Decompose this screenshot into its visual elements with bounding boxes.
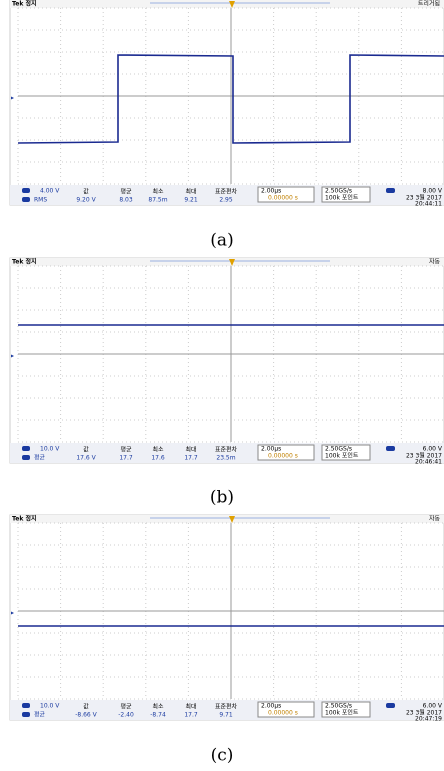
stat-value: 17.7: [119, 455, 133, 462]
meas-badge: [22, 197, 30, 202]
status: Tek 정지: [12, 258, 37, 266]
top-bar: [10, 0, 444, 8]
trigger-state: 트리거됨: [418, 0, 440, 8]
stat-header: 평균: [120, 446, 132, 454]
screen: [10, 258, 444, 463]
stat-header: 표준편차: [215, 703, 238, 711]
top-bar: [10, 258, 444, 266]
stat-header: 값: [83, 446, 89, 454]
meas-badge: [22, 455, 30, 460]
ground-marker: ▸: [11, 353, 14, 360]
ch-badge: [22, 703, 30, 708]
stat-value: 2.95: [219, 197, 233, 204]
status: Tek 정지: [12, 515, 37, 523]
stat-header: 최대: [185, 446, 196, 454]
meas-badge: [22, 712, 30, 717]
trig-badge: [386, 188, 395, 193]
caption: (b): [210, 488, 234, 508]
trigger-state: 자동: [429, 515, 441, 523]
stat-value: -2.40: [118, 712, 134, 719]
stat-value: 23.5m: [216, 455, 235, 462]
caption: (c): [211, 746, 234, 766]
stat-header: 표준편차: [215, 446, 238, 454]
stat-header: 값: [83, 188, 89, 196]
channel-scale: 10.0 V: [40, 446, 60, 453]
stat-value: 9.20 V: [76, 197, 96, 204]
stat-value: -8.74: [150, 712, 166, 719]
ground-marker: ▸: [11, 95, 14, 102]
scope-panel: ▸ Tek 정지 트리거됨 4.00 V RMS 값9.20 V 평균8.03 최소87.5m…: [10, 0, 444, 208]
stat-value: 17.6: [151, 455, 165, 462]
trig-badge: [386, 703, 395, 708]
channel-scale: 4.00 V: [40, 188, 60, 195]
ch-badge: [22, 188, 30, 193]
stat-header: 표준편차: [215, 188, 238, 196]
sample-rate: 2.50GS/s: [325, 703, 352, 710]
caption: (a): [210, 231, 233, 251]
timebase: 2.00µs: [261, 188, 281, 195]
sample-rate: 2.50GS/s: [325, 188, 352, 195]
stat-header: 최대: [185, 188, 196, 196]
stat-header: 평균: [120, 703, 132, 711]
timebase: 2.00µs: [261, 446, 281, 453]
screen: [10, 515, 444, 720]
ch-badge: [22, 446, 30, 451]
stat-header: 최소: [152, 703, 164, 711]
trigger-pos: 0.00000 s: [268, 453, 298, 460]
trig-badge: [386, 446, 395, 451]
stat-value: 17.7: [184, 455, 198, 462]
trigger-level: 8.00 V: [423, 188, 443, 195]
trigger-level: 6.00 V: [423, 446, 443, 453]
record-length: 100k 포인트: [325, 195, 359, 202]
sample-rate: 2.50GS/s: [325, 446, 352, 453]
status: Tek 정지: [12, 0, 37, 8]
stat-value: 9.71: [219, 712, 233, 719]
record-length: 100k 포인트: [325, 710, 359, 717]
time: 20:44:11: [415, 201, 442, 208]
top-bar: [10, 515, 444, 523]
stat-value: 8.03: [119, 197, 133, 204]
measure-label: RMS: [34, 197, 47, 204]
stat-value: 9.21: [184, 197, 198, 204]
stat-header: 최소: [152, 188, 164, 196]
record-length: 100k 포인트: [325, 453, 359, 460]
trigger-state: 자동: [429, 258, 441, 266]
screen: [10, 0, 444, 205]
time: 20:46:41: [415, 459, 442, 466]
stat-value: 17.7: [184, 712, 198, 719]
time: 20:47:19: [415, 716, 442, 723]
stat-header: 최소: [152, 446, 164, 454]
stat-header: 값: [83, 703, 89, 711]
trigger-pos: 0.00000 s: [268, 710, 298, 717]
stat-value: 87.5m: [148, 197, 167, 204]
stat-value: -8.66 V: [75, 712, 97, 719]
timebase: 2.00µs: [261, 703, 281, 710]
channel-scale: 10.0 V: [40, 703, 60, 710]
stat-header: 평균: [120, 188, 132, 196]
trigger-level: 6.00 V: [423, 703, 443, 710]
stat-value: 17.6 V: [76, 455, 96, 462]
measure-label: 평균: [34, 711, 46, 719]
ground-marker: ▸: [11, 610, 14, 617]
figure: ▸Tek 정지트리거됨4.00 VRMS값9.20 V평균8.03최소87.5m…: [0, 0, 444, 771]
stat-header: 최대: [185, 703, 196, 711]
trigger-pos: 0.00000 s: [268, 195, 298, 202]
measure-label: 평균: [34, 454, 46, 462]
